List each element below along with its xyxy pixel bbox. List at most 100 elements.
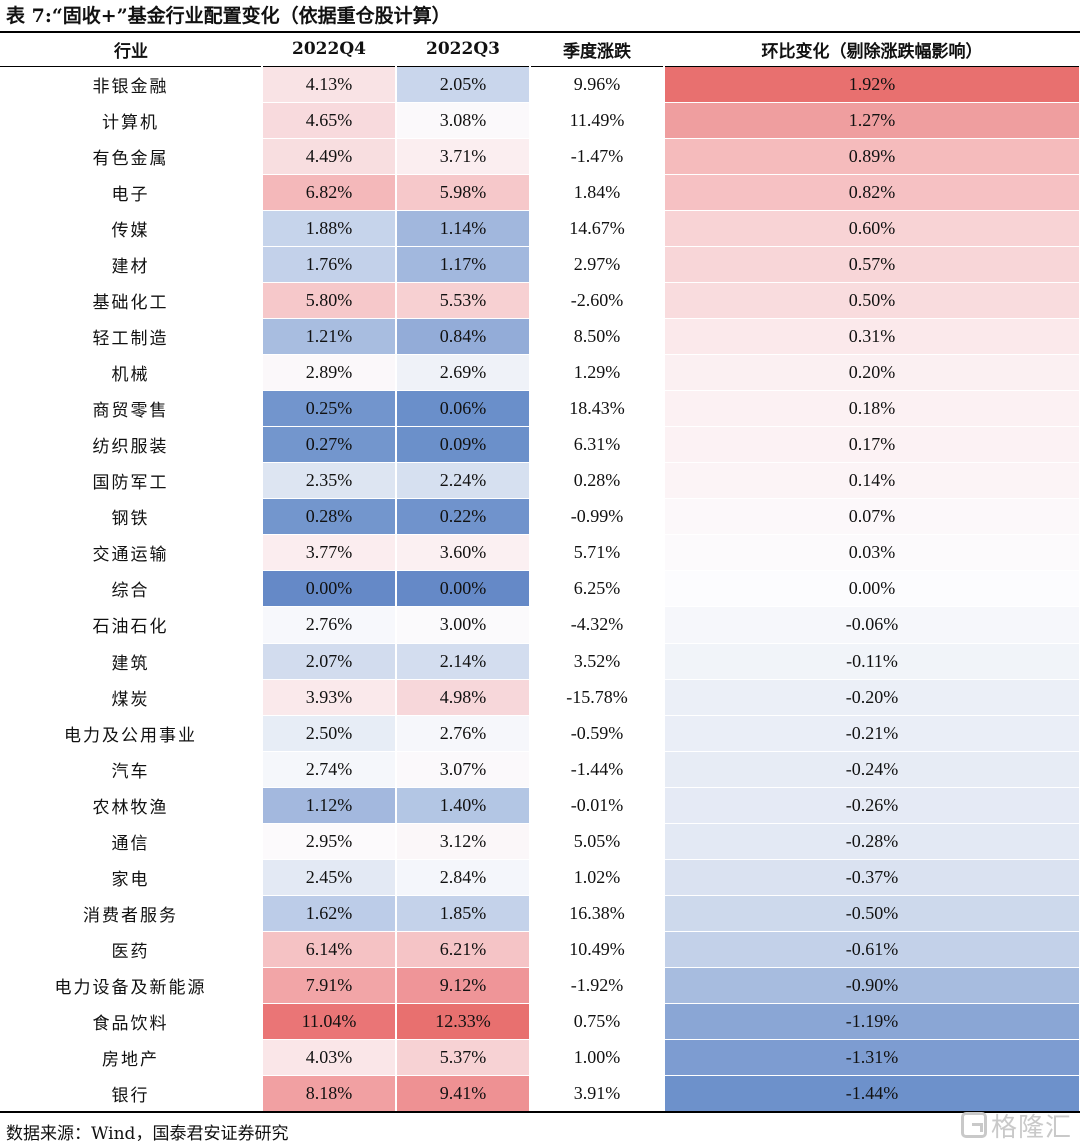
- quarter-change-cell: 6.25%: [530, 570, 664, 608]
- industry-cell: 房地产: [0, 1039, 262, 1077]
- q3-value-cell: 1.17%: [395, 246, 531, 283]
- quarter-change-cell: -0.59%: [530, 715, 664, 752]
- q3-value-cell: 1.40%: [395, 787, 531, 824]
- adjusted-change-cell: 0.17%: [663, 426, 1080, 464]
- q4-value-cell: 2.07%: [261, 643, 397, 680]
- industry-cell: 商贸零售: [0, 390, 262, 428]
- table-row: 银行 8.18% 9.41% 3.91% -1.44%: [0, 1075, 1080, 1113]
- q4-value-cell: 6.82%: [261, 174, 397, 211]
- quarter-change-cell: -15.78%: [530, 679, 664, 716]
- watermark-logo-icon: [960, 1112, 987, 1138]
- q4-value-cell: 6.14%: [261, 931, 397, 969]
- q4-value-cell: 2.35%: [261, 462, 397, 500]
- quarter-change-cell: -1.92%: [530, 967, 664, 1005]
- adjusted-change-cell: 0.18%: [663, 390, 1080, 428]
- source-note: 数据来源：Wind，国泰君安证券研究: [6, 1124, 289, 1144]
- col-header-2022q3: 2022Q3: [396, 31, 530, 67]
- table-row: 通信 2.95% 3.12% 5.05% -0.28%: [0, 823, 1080, 860]
- adjusted-change-cell: 0.82%: [663, 174, 1080, 211]
- q4-value-cell: 3.93%: [261, 679, 397, 716]
- q4-value-cell: 0.27%: [261, 426, 397, 464]
- quarter-change-cell: 1.02%: [530, 859, 664, 896]
- adjusted-change-cell: -0.28%: [663, 823, 1080, 860]
- adjusted-change-cell: -0.37%: [663, 859, 1080, 896]
- watermark-text: 格隆汇: [990, 1112, 1072, 1143]
- q4-value-cell: 0.28%: [261, 498, 397, 536]
- adjusted-change-cell: 0.50%: [663, 282, 1080, 319]
- q4-value-cell: 1.12%: [261, 787, 397, 824]
- table-row: 食品饮料 11.04% 12.33% 0.75% -1.19%: [0, 1003, 1080, 1041]
- table-row: 计算机 4.65% 3.08% 11.49% 1.27%: [0, 102, 1080, 139]
- industry-cell: 建筑: [0, 643, 262, 680]
- industry-cell: 基础化工: [0, 282, 262, 319]
- q4-value-cell: 2.76%: [261, 606, 397, 644]
- quarter-change-cell: -0.99%: [530, 498, 664, 536]
- adjusted-change-cell: -0.26%: [663, 787, 1080, 824]
- q3-value-cell: 3.08%: [395, 102, 531, 139]
- q4-value-cell: 1.21%: [261, 318, 397, 356]
- industry-cell: 轻工制造: [0, 318, 262, 356]
- q3-value-cell: 0.06%: [395, 390, 531, 428]
- adjusted-change-cell: 0.20%: [663, 354, 1080, 392]
- industry-cell: 消费者服务: [0, 895, 262, 933]
- quarter-change-cell: 5.05%: [530, 823, 664, 860]
- q4-value-cell: 4.13%: [261, 66, 397, 103]
- quarter-change-cell: 18.43%: [530, 390, 664, 428]
- industry-cell: 电子: [0, 174, 262, 211]
- q3-value-cell: 6.21%: [395, 931, 531, 969]
- quarter-change-cell: 2.97%: [530, 246, 664, 283]
- industry-cell: 汽车: [0, 751, 262, 788]
- q4-value-cell: 3.77%: [261, 534, 397, 572]
- q4-value-cell: 5.80%: [261, 282, 397, 319]
- quarter-change-cell: 16.38%: [530, 895, 664, 933]
- industry-cell: 交通运输: [0, 534, 262, 572]
- q3-value-cell: 3.00%: [395, 606, 531, 644]
- col-header-quarter-change: 季度涨跌: [530, 31, 664, 67]
- q4-value-cell: 2.45%: [261, 859, 397, 896]
- q3-value-cell: 9.12%: [395, 967, 531, 1005]
- industry-cell: 有色金属: [0, 138, 262, 175]
- quarter-change-cell: 3.52%: [530, 643, 664, 680]
- q3-value-cell: 2.24%: [395, 462, 531, 500]
- industry-cell: 国防军工: [0, 462, 262, 500]
- table-row: 机械 2.89% 2.69% 1.29% 0.20%: [0, 354, 1080, 392]
- table-row: 综合 0.00% 0.00% 6.25% 0.00%: [0, 570, 1080, 608]
- table-body: 非银金融 4.13% 2.05% 9.96% 1.92% 计算机 4.65% 3.08% 11.…: [0, 66, 1080, 1113]
- q4-value-cell: 1.76%: [261, 246, 397, 283]
- industry-cell: 医药: [0, 931, 262, 969]
- table-title: 表 7:“固收+”基金行业配置变化（依据重仓股计算）: [6, 5, 451, 27]
- adjusted-change-cell: 0.60%: [663, 210, 1080, 247]
- quarter-change-cell: 0.28%: [530, 462, 664, 500]
- q3-value-cell: 5.98%: [395, 174, 531, 211]
- industry-cell: 银行: [0, 1075, 262, 1113]
- quarter-change-cell: 1.84%: [530, 174, 664, 211]
- q3-value-cell: 12.33%: [395, 1003, 531, 1041]
- industry-cell: 家电: [0, 859, 262, 896]
- q3-value-cell: 2.14%: [395, 643, 531, 680]
- industry-cell: 综合: [0, 570, 262, 608]
- table-row: 纺织服装 0.27% 0.09% 6.31% 0.17%: [0, 426, 1080, 464]
- table-row: 电力设备及新能源 7.91% 9.12% -1.92% -0.90%: [0, 967, 1080, 1005]
- table-row: 建材 1.76% 1.17% 2.97% 0.57%: [0, 246, 1080, 283]
- q4-value-cell: 11.04%: [261, 1003, 397, 1041]
- q3-value-cell: 0.09%: [395, 426, 531, 464]
- adjusted-change-cell: -0.06%: [663, 606, 1080, 644]
- q3-value-cell: 2.84%: [395, 859, 531, 896]
- q4-value-cell: 0.25%: [261, 390, 397, 428]
- table-row: 轻工制造 1.21% 0.84% 8.50% 0.31%: [0, 318, 1080, 356]
- industry-cell: 机械: [0, 354, 262, 392]
- q4-value-cell: 2.89%: [261, 354, 397, 392]
- table-row: 家电 2.45% 2.84% 1.02% -0.37%: [0, 859, 1080, 896]
- q4-value-cell: 1.88%: [261, 210, 397, 247]
- quarter-change-cell: 14.67%: [530, 210, 664, 247]
- q3-value-cell: 2.76%: [395, 715, 531, 752]
- table-row: 汽车 2.74% 3.07% -1.44% -0.24%: [0, 751, 1080, 788]
- col-header-2022q4: 2022Q4: [262, 31, 396, 67]
- quarter-change-cell: 11.49%: [530, 102, 664, 139]
- quarter-change-cell: 6.31%: [530, 426, 664, 464]
- industry-cell: 钢铁: [0, 498, 262, 536]
- q3-value-cell: 0.00%: [395, 570, 531, 608]
- industry-cell: 食品饮料: [0, 1003, 262, 1041]
- q4-value-cell: 7.91%: [261, 967, 397, 1005]
- table-row: 消费者服务 1.62% 1.85% 16.38% -0.50%: [0, 895, 1080, 933]
